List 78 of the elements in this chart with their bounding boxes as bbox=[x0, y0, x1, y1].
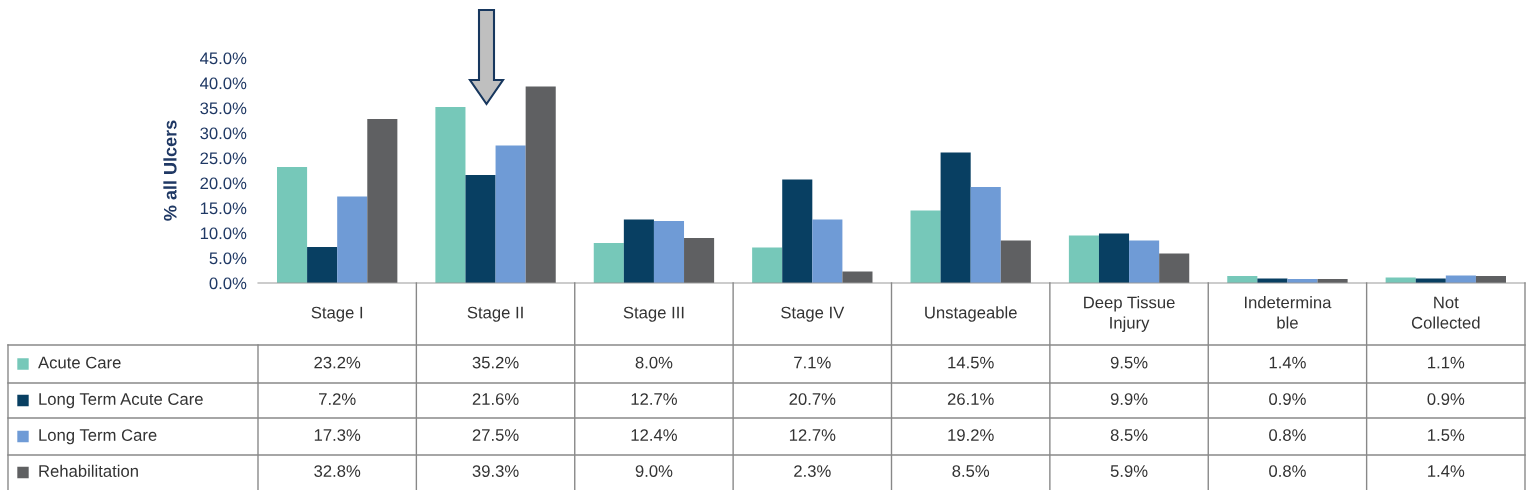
bar bbox=[435, 107, 466, 283]
bar bbox=[782, 179, 813, 283]
legend-label: Acute Care bbox=[38, 356, 121, 369]
bar bbox=[277, 167, 308, 283]
data-label: 7.1% bbox=[794, 356, 831, 369]
data-label: 1.1% bbox=[1428, 356, 1465, 369]
bar bbox=[623, 219, 654, 283]
data-label: 39.3% bbox=[472, 465, 519, 477]
bar bbox=[752, 247, 783, 283]
y-tick-label: 15.0% bbox=[200, 202, 247, 215]
data-label: 20.7% bbox=[789, 393, 836, 405]
bar bbox=[367, 119, 398, 283]
bar bbox=[940, 152, 971, 283]
data-label: 2.3% bbox=[794, 465, 831, 477]
x-tick-label: Stage III bbox=[623, 306, 684, 322]
y-tick-label: 0.0% bbox=[209, 277, 247, 290]
y-tick-label: 10.0% bbox=[200, 227, 247, 240]
bar bbox=[1159, 253, 1190, 283]
y-axis-title: % all Ulcers bbox=[163, 120, 177, 221]
data-label: 12.7% bbox=[789, 429, 836, 441]
data-label: 0.9% bbox=[1269, 393, 1306, 405]
data-label: 14.5% bbox=[948, 356, 994, 369]
bar bbox=[812, 219, 843, 283]
bar bbox=[525, 86, 556, 283]
x-tick-label: Not Collected bbox=[1411, 296, 1480, 329]
bar bbox=[910, 210, 941, 283]
bar bbox=[1098, 233, 1130, 283]
bar bbox=[593, 243, 624, 283]
data-label: 12.7% bbox=[631, 393, 677, 405]
x-tick-label: Indetermina ble bbox=[1244, 296, 1332, 329]
data-label: 19.2% bbox=[948, 429, 994, 441]
x-tick-label: Stage I bbox=[311, 306, 363, 322]
legend-label: Long Term Acute Care bbox=[39, 393, 203, 409]
data-label: 8.0% bbox=[635, 356, 673, 369]
y-tick-label: 25.0% bbox=[200, 152, 247, 165]
data-label: 9.5% bbox=[1110, 356, 1148, 369]
data-label: 32.8% bbox=[314, 465, 361, 477]
x-tick-label: Unstageable bbox=[925, 306, 1017, 322]
bar bbox=[495, 145, 526, 283]
y-tick-label: 30.0% bbox=[200, 127, 247, 140]
data-label: 9.0% bbox=[635, 465, 673, 477]
x-tick-label: Deep Tissue Injury bbox=[1084, 296, 1175, 332]
bar bbox=[1068, 235, 1099, 283]
bar bbox=[653, 221, 685, 283]
data-label: 7.2% bbox=[319, 393, 356, 405]
y-tick-label: 40.0% bbox=[200, 77, 247, 90]
bar bbox=[337, 196, 368, 283]
data-label: 21.6% bbox=[472, 393, 519, 405]
data-label: 1.5% bbox=[1428, 429, 1465, 441]
data-label: 35.2% bbox=[472, 356, 519, 369]
data-label: 27.5% bbox=[472, 429, 519, 441]
data-label: 8.5% bbox=[1110, 429, 1148, 441]
data-label: 1.4% bbox=[1428, 465, 1465, 477]
bar bbox=[1000, 240, 1031, 283]
data-label: 9.9% bbox=[1110, 393, 1148, 405]
data-label: 1.4% bbox=[1269, 356, 1306, 369]
bar bbox=[684, 238, 715, 283]
y-tick-label: 45.0% bbox=[200, 52, 247, 65]
x-tick-label: Stage IV bbox=[781, 306, 845, 322]
bar bbox=[465, 175, 496, 283]
legend-label: Long Term Care bbox=[39, 429, 157, 445]
data-label: 0.9% bbox=[1427, 393, 1465, 405]
data-label: 0.8% bbox=[1269, 465, 1306, 477]
bar bbox=[307, 247, 338, 283]
data-label: 26.1% bbox=[947, 393, 994, 405]
y-tick-label: 20.0% bbox=[200, 177, 247, 190]
y-tick-label: 35.0% bbox=[200, 102, 247, 115]
data-label: 8.5% bbox=[952, 465, 990, 477]
bar bbox=[970, 187, 1001, 283]
data-label: 0.8% bbox=[1269, 429, 1306, 441]
bar bbox=[1129, 240, 1160, 283]
data-label: 12.4% bbox=[631, 429, 677, 441]
legend-label: Rehabilitation bbox=[39, 464, 138, 477]
y-tick-label: 5.0% bbox=[209, 252, 247, 265]
data-label: 23.2% bbox=[314, 356, 361, 369]
x-tick-label: Stage II bbox=[467, 306, 523, 322]
data-label: 5.9% bbox=[1110, 465, 1148, 477]
data-label: 17.3% bbox=[314, 429, 361, 441]
